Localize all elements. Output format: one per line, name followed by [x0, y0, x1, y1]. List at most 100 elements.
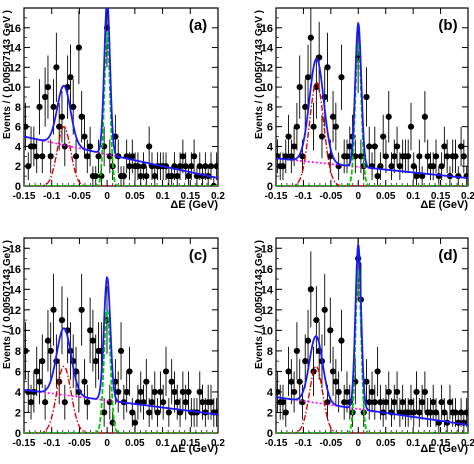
x-tick-label: 0.15	[431, 438, 451, 449]
data-point	[146, 143, 153, 150]
x-tick-label: 0.05	[125, 438, 145, 449]
peaking-background-curve	[276, 81, 468, 186]
data-point	[307, 34, 314, 41]
data-point	[452, 409, 459, 416]
data-point	[176, 409, 184, 416]
data-point	[87, 143, 94, 150]
y-tick-label: 8	[15, 346, 21, 358]
data-point	[84, 399, 91, 406]
data-point	[140, 163, 147, 170]
data-point	[396, 163, 403, 170]
data-point	[405, 153, 412, 160]
data-point	[419, 399, 426, 406]
data-point	[168, 378, 175, 385]
data-point	[47, 153, 54, 160]
x-axis-title: ΔE (GeV)	[170, 443, 218, 455]
data-point	[374, 173, 381, 180]
data-point	[413, 388, 420, 396]
total-fit-curve	[276, 22, 468, 179]
data-point	[424, 153, 431, 160]
data-point	[129, 409, 136, 416]
data-point	[385, 388, 392, 396]
data-point	[421, 388, 428, 396]
y-tick-label: 16	[9, 264, 21, 276]
data-point	[78, 306, 85, 313]
y-tick-label: 16	[261, 264, 273, 276]
data-point	[318, 133, 326, 140]
data-point	[27, 399, 35, 406]
signal-curve	[24, 308, 218, 433]
x-tick-label: -0.15	[265, 191, 288, 202]
x-tick-label: 0.1	[156, 438, 170, 449]
data-point	[377, 399, 384, 406]
data-point	[293, 347, 301, 354]
data-point	[460, 153, 467, 160]
y-tick-label: 10	[261, 82, 273, 94]
data-point	[407, 399, 415, 406]
data-point	[368, 388, 376, 396]
data-point	[338, 74, 345, 81]
data-point	[24, 347, 29, 354]
data-point	[363, 93, 370, 101]
data-point	[199, 399, 206, 406]
data-point	[50, 306, 57, 313]
panel-label: (b)	[438, 17, 457, 34]
data-point	[382, 153, 390, 160]
y-tick-label: 0	[267, 181, 273, 193]
data-point	[47, 347, 54, 354]
x-tick-label: -0.1	[295, 438, 313, 449]
data-point	[444, 153, 451, 160]
data-point	[188, 163, 195, 170]
x-tick-label: 0.05	[376, 191, 396, 202]
y-tick-label: 16	[261, 23, 273, 35]
data-point	[282, 153, 289, 160]
data-point	[174, 173, 181, 180]
data-point	[117, 347, 125, 354]
data-point	[421, 113, 428, 120]
y-tick-label: 4	[15, 387, 22, 399]
y-tick-label: 2	[15, 161, 21, 173]
data-point	[410, 409, 417, 416]
data-point	[72, 153, 80, 160]
y-tick-label: 0	[267, 428, 273, 440]
x-tick-label: -0.05	[68, 191, 91, 202]
data-point	[463, 409, 468, 416]
panel-label: (c)	[189, 247, 207, 264]
x-tick-label: 0.2	[211, 191, 225, 202]
data-point	[36, 378, 43, 385]
x-tick-label: 0	[104, 438, 110, 449]
x-tick-label: 0.2	[461, 191, 474, 202]
data-point	[81, 378, 88, 385]
data-point	[154, 409, 161, 416]
data-point	[371, 399, 378, 406]
data-point	[44, 337, 52, 344]
y-tick-label: 6	[15, 122, 21, 134]
data-point	[84, 153, 91, 160]
panel-d: -0.15 -0.1 -0.05 0 0.05 0.1 0.15 0.2 0 2 4 6 8 10 12 14…	[254, 237, 474, 455]
data-point	[151, 388, 158, 396]
y-tick-label: 6	[267, 122, 273, 134]
data-point	[182, 399, 189, 406]
data-point	[288, 378, 295, 385]
data-point	[196, 163, 203, 170]
x-tick-label: 0.05	[376, 438, 396, 449]
data-point	[324, 399, 331, 406]
y-tick-label: 16	[9, 23, 21, 35]
data-point	[291, 388, 298, 396]
data-point	[282, 409, 289, 416]
data-point	[39, 153, 46, 160]
y-tick-label: 8	[267, 102, 273, 114]
data-point	[441, 143, 448, 150]
data-point	[129, 153, 136, 160]
data-point	[168, 173, 175, 180]
y-tick-label: 8	[15, 102, 21, 114]
data-point	[310, 123, 317, 130]
x-tick-label: -0.1	[43, 438, 61, 449]
x-tick-label: -0.1	[43, 191, 61, 202]
panel-label: (d)	[438, 247, 457, 264]
y-tick-label: 0	[15, 428, 21, 440]
data-point	[338, 337, 345, 344]
data-point	[413, 173, 420, 180]
x-tick-label: 0.15	[181, 438, 201, 449]
data-point	[432, 153, 440, 160]
